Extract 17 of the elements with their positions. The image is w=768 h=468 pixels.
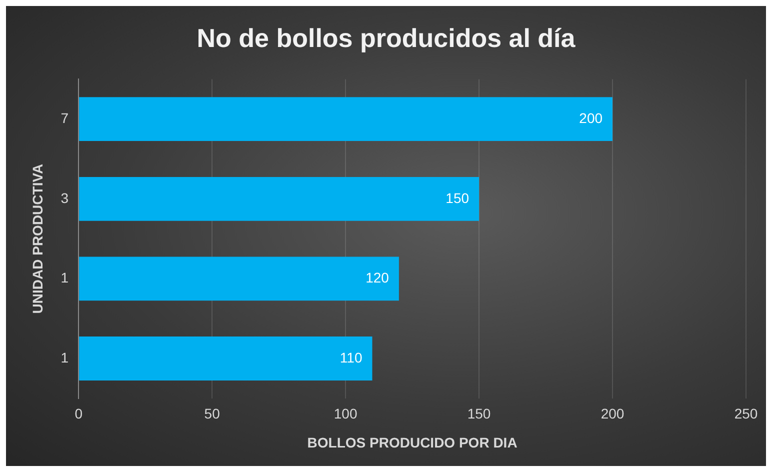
x-tick-label: 100 bbox=[334, 406, 358, 422]
y-tick-label: 7 bbox=[60, 110, 69, 126]
data-label: 110 bbox=[340, 349, 362, 366]
y-tick-label: 3 bbox=[60, 190, 69, 206]
x-tick-label: 250 bbox=[734, 406, 758, 422]
x-tick-label: 150 bbox=[467, 406, 491, 422]
data-label: 120 bbox=[366, 270, 390, 286]
data-label: 150 bbox=[446, 190, 470, 206]
chart-title: No de bollos producidos al día bbox=[196, 22, 576, 53]
x-tick-label: 0 bbox=[74, 406, 83, 422]
data-label: 200 bbox=[579, 110, 603, 126]
x-tick-label: 200 bbox=[600, 406, 624, 422]
x-axis-title: BOLLOS PRODUCIDO POR DIA bbox=[307, 434, 518, 450]
y-tick-label: 1 bbox=[60, 349, 69, 366]
x-tick-label: 50 bbox=[204, 406, 220, 422]
y-axis-title: UNIDAD PRODUCTIVA bbox=[29, 164, 46, 314]
y-tick-label: 1 bbox=[60, 270, 69, 286]
